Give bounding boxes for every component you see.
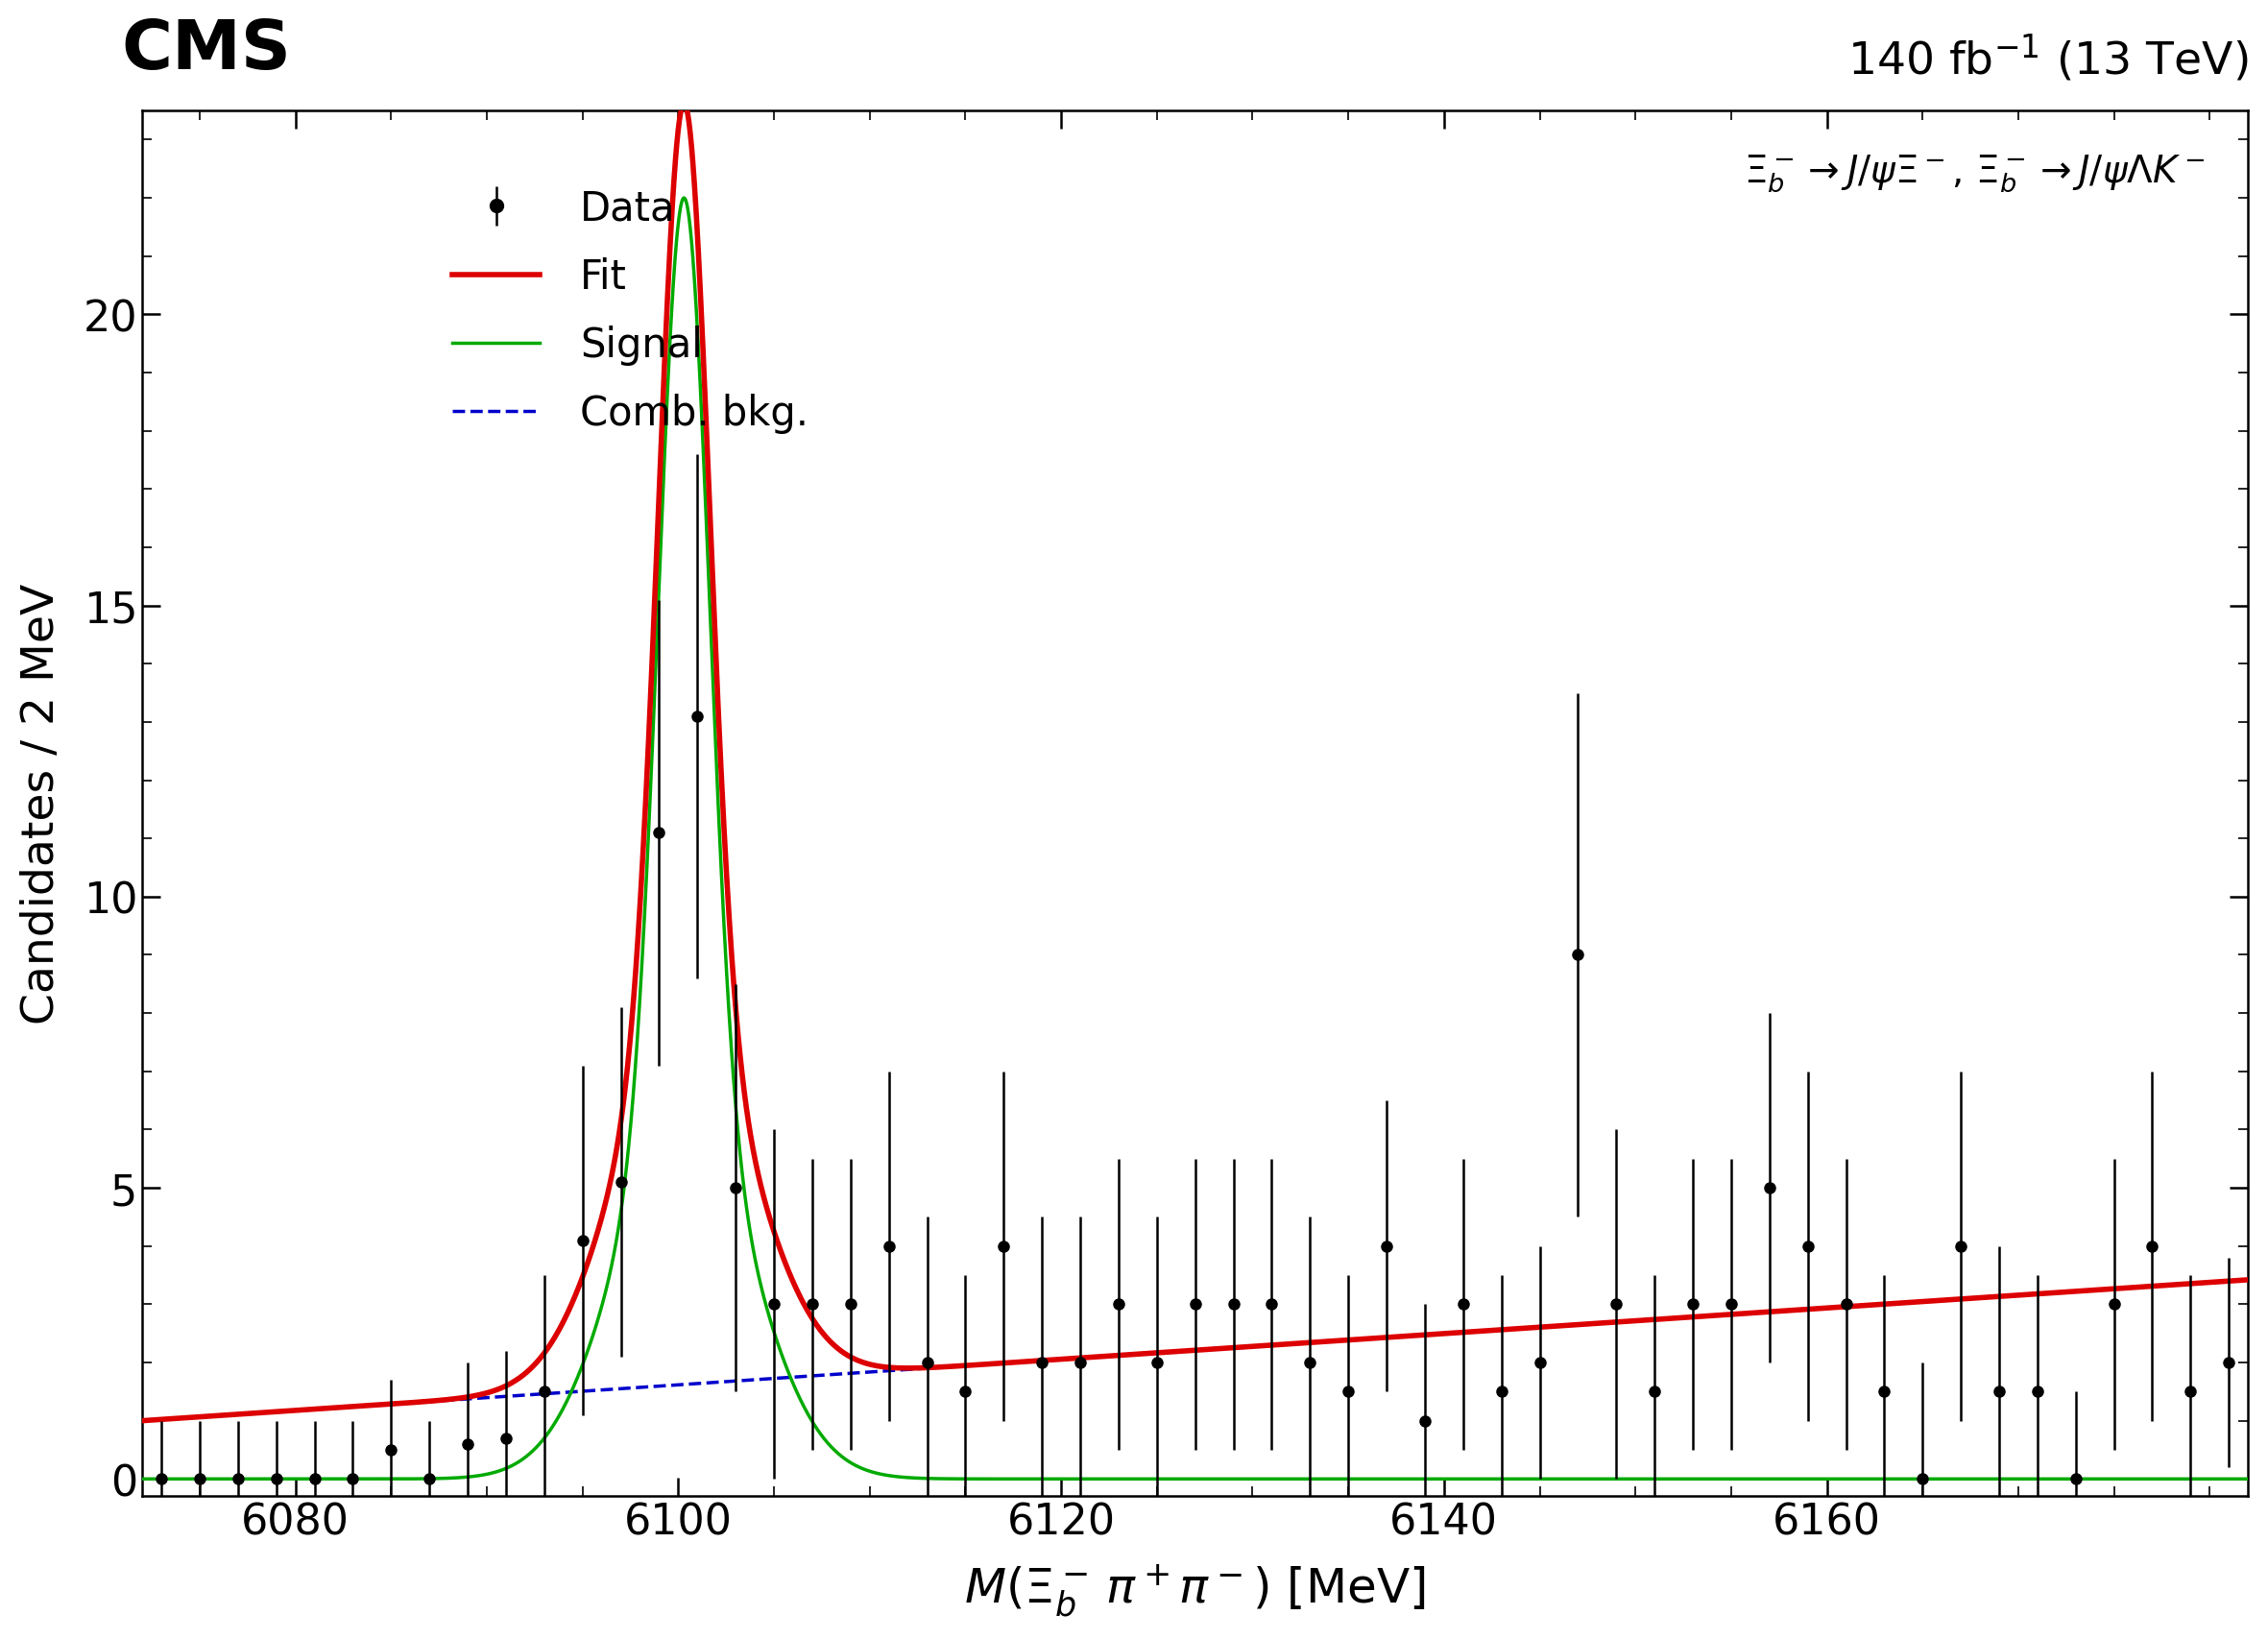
Text: $\Xi_b^- \rightarrow J/\psi\Xi^-$, $\Xi_b^- \rightarrow J/\psi\Lambda K^-$: $\Xi_b^- \rightarrow J/\psi\Xi^-$, $\Xi_…: [1744, 152, 2207, 193]
Legend: Data, Fit, Signal, Comb. bkg.: Data, Fit, Signal, Comb. bkg.: [435, 174, 826, 451]
X-axis label: $M(\Xi_b^-\,\pi^+\pi^-)$ [MeV]: $M(\Xi_b^-\,\pi^+\pi^-)$ [MeV]: [964, 1562, 1427, 1619]
Text: CMS: CMS: [120, 18, 290, 84]
Y-axis label: Candidates / 2 MeV: Candidates / 2 MeV: [20, 583, 64, 1024]
Text: 140 fb$^{-1}$ (13 TeV): 140 fb$^{-1}$ (13 TeV): [1846, 33, 2248, 84]
